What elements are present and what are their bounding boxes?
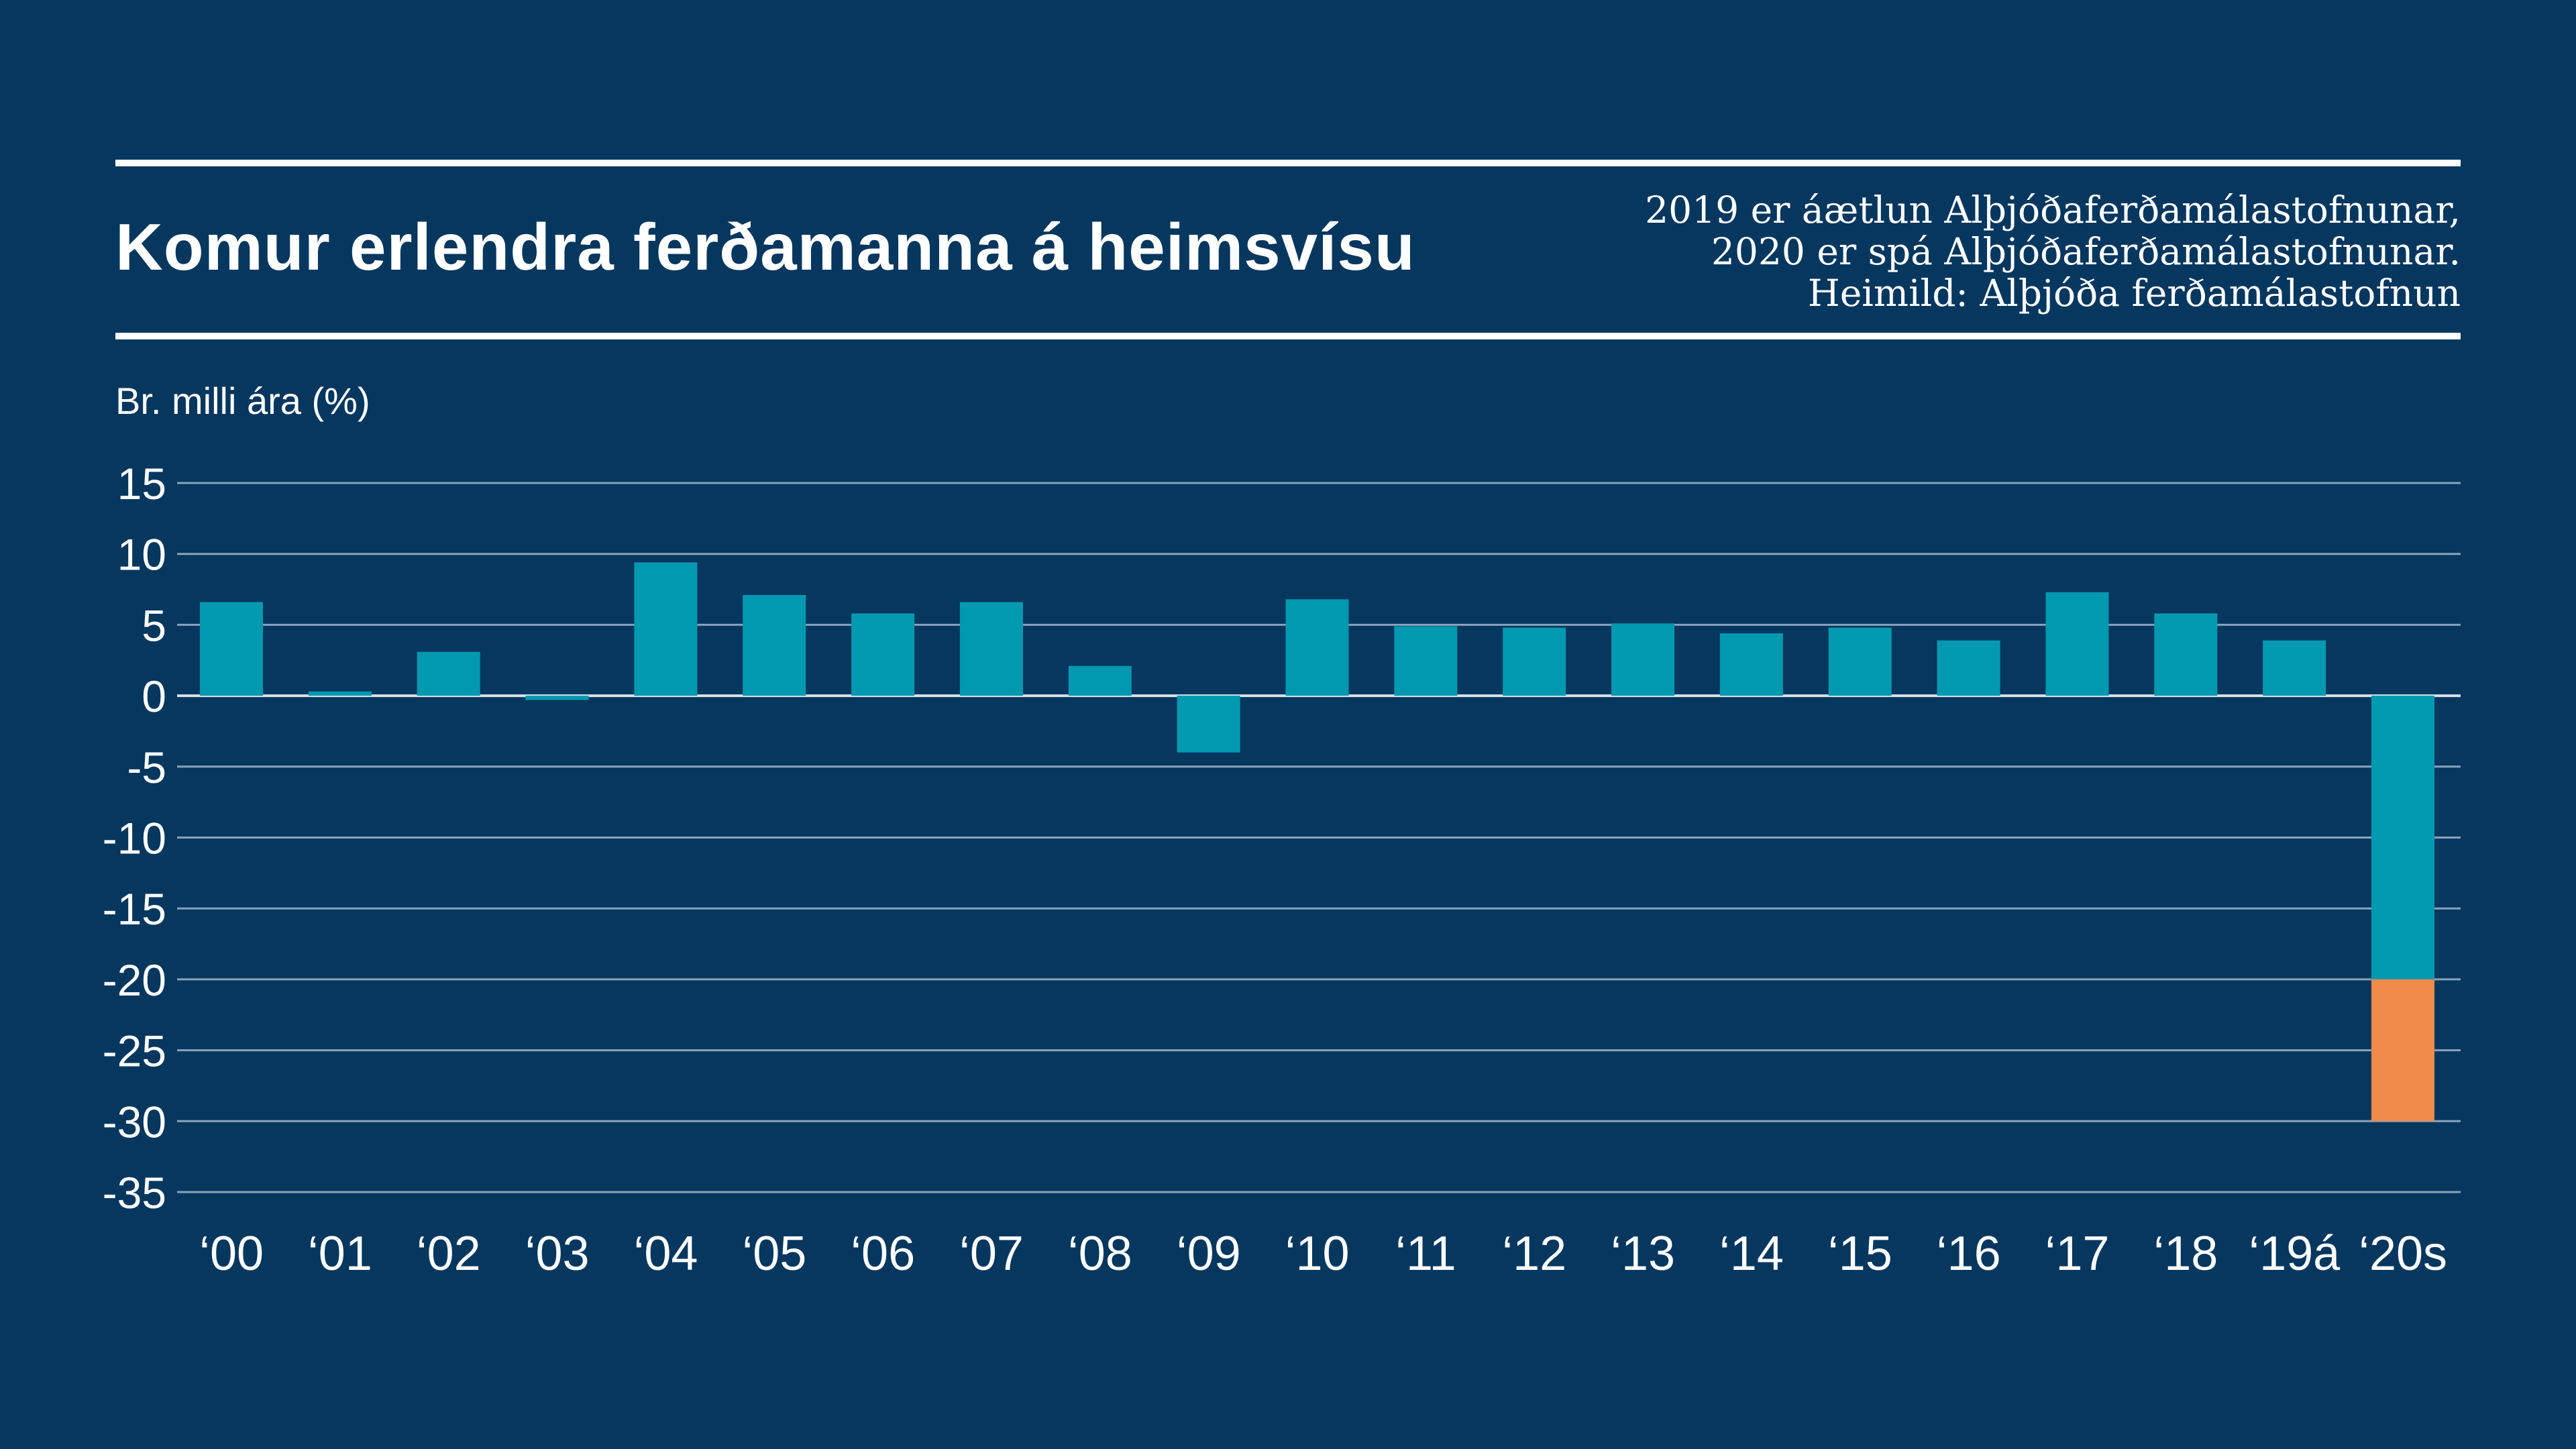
bar [525,696,589,700]
header-top-rule [115,160,2461,166]
bars [200,562,2434,1122]
bar [959,602,1023,696]
x-tick-label: ‘07 [959,1227,1024,1281]
y-tick-label: -25 [103,1026,166,1076]
x-tick-label: ‘10 [1285,1227,1349,1281]
bar [200,602,263,696]
bar [417,651,480,696]
x-tick-label: ‘18 [2153,1227,2218,1281]
y-tick-label: 0 [142,672,166,721]
bar [2045,592,2109,696]
bar [308,691,372,696]
chart-title: Komur erlendra ferðamanna á heimsvísu [115,210,1415,284]
note-line: 2019 er áætlun Alþjóðaferðamálastofnunar… [1645,189,2461,231]
x-tick-label: ‘14 [1719,1227,1784,1281]
x-tick-label: ‘15 [1828,1227,1892,1281]
bar [1394,626,1458,696]
bar [851,613,915,696]
bar [743,595,806,696]
x-tick-label: ‘04 [633,1227,698,1281]
y-tick-label: -35 [103,1168,166,1218]
x-tick-label: ‘01 [308,1227,372,1281]
x-tick-label: ‘19á [2249,1227,2341,1281]
gridlines [177,482,2461,1193]
x-tick-label: ‘06 [851,1227,915,1281]
y-axis-label: Br. milli ára (%) [115,380,370,422]
bar [2263,640,2326,696]
y-tick-label: -5 [127,743,166,792]
bar-forecast-segment [2371,979,2434,1122]
x-tick-label: ‘02 [417,1227,481,1281]
x-tick-label: ‘03 [525,1227,590,1281]
y-tick-label: -10 [103,814,166,863]
x-tick-label: ‘17 [2045,1227,2109,1281]
x-tick-label: ‘12 [1502,1227,1566,1281]
y-tick-label: -30 [103,1097,166,1146]
x-tick-label: ‘09 [1177,1227,1241,1281]
header-bottom-rule [115,333,2461,339]
bar [1611,623,1675,696]
bar [2371,696,2434,979]
x-tick-label: ‘05 [742,1227,806,1281]
bar [1503,627,1566,696]
y-tick-label: -20 [103,955,166,1005]
y-tick-label: -15 [103,884,166,934]
x-tick-label: ‘11 [1395,1227,1456,1281]
bar [1828,627,1892,696]
bar [1177,696,1240,753]
y-tick-labels: 15 10 5 0 -5 -10 -15 -20 -25 -30 -35 [103,459,166,1218]
x-tick-label: ‘16 [1937,1227,2001,1281]
y-tick-label: 5 [142,600,166,650]
note-line: 2020 er spá Alþjóðaferðamálastofnunar. [1711,230,2461,273]
x-tick-label: ‘00 [199,1227,264,1281]
note-line: Heimild: Alþjóða ferðamálastofnun [1807,272,2461,315]
x-tick-label: ‘20s [2359,1227,2447,1281]
x-tick-label: ‘08 [1068,1227,1132,1281]
y-tick-label: 10 [117,530,166,580]
bar [1068,665,1132,696]
bar [1719,633,1783,696]
source-notes: 2019 er áætlun Alþjóðaferðamálastofnunar… [1645,189,2461,314]
x-tick-label: ‘13 [1611,1227,1675,1281]
x-tick-labels: ‘00 ‘01 ‘02 ‘03 ‘04 ‘05 ‘06 ‘07 ‘08 ‘09 ‘10 ‘11 ‘12 ‘… [199,1227,2447,1281]
bar [1285,599,1349,696]
bar [634,562,698,696]
bar [1937,640,2000,696]
bar [2154,613,2218,696]
y-tick-label: 15 [117,459,166,508]
